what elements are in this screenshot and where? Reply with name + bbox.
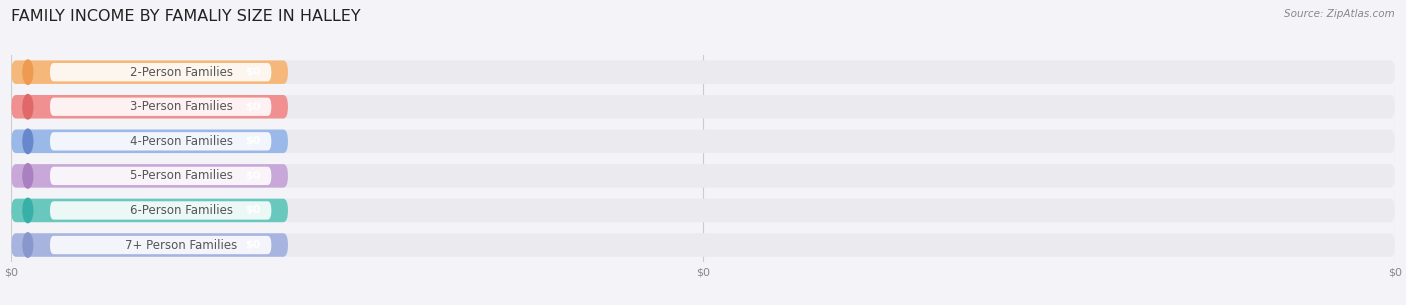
Circle shape: [22, 60, 32, 84]
Circle shape: [22, 198, 32, 223]
FancyBboxPatch shape: [11, 199, 1395, 222]
Text: $0: $0: [246, 136, 262, 146]
FancyBboxPatch shape: [51, 167, 271, 185]
Text: $0: $0: [246, 102, 262, 112]
FancyBboxPatch shape: [51, 98, 271, 116]
FancyBboxPatch shape: [51, 132, 271, 150]
Circle shape: [22, 233, 32, 257]
Text: 4-Person Families: 4-Person Families: [129, 135, 233, 148]
Circle shape: [22, 95, 32, 119]
FancyBboxPatch shape: [11, 199, 288, 222]
FancyBboxPatch shape: [11, 130, 1395, 153]
FancyBboxPatch shape: [11, 164, 1395, 188]
Text: Source: ZipAtlas.com: Source: ZipAtlas.com: [1284, 9, 1395, 19]
Text: 6-Person Families: 6-Person Families: [129, 204, 233, 217]
Text: $0: $0: [246, 206, 262, 215]
FancyBboxPatch shape: [11, 233, 1395, 257]
FancyBboxPatch shape: [11, 164, 288, 188]
Text: 5-Person Families: 5-Person Families: [129, 169, 233, 182]
Text: $0: $0: [246, 67, 262, 77]
FancyBboxPatch shape: [51, 236, 271, 254]
FancyBboxPatch shape: [11, 60, 288, 84]
Text: 3-Person Families: 3-Person Families: [129, 100, 233, 113]
FancyBboxPatch shape: [11, 130, 288, 153]
Text: $0: $0: [246, 171, 262, 181]
Circle shape: [22, 164, 32, 188]
FancyBboxPatch shape: [11, 95, 1395, 119]
FancyBboxPatch shape: [11, 60, 1395, 84]
FancyBboxPatch shape: [11, 233, 288, 257]
FancyBboxPatch shape: [51, 201, 271, 220]
FancyBboxPatch shape: [11, 95, 288, 119]
Text: 7+ Person Families: 7+ Person Families: [125, 239, 238, 252]
Text: 2-Person Families: 2-Person Families: [129, 66, 233, 79]
FancyBboxPatch shape: [51, 63, 271, 81]
Circle shape: [22, 129, 32, 153]
Text: FAMILY INCOME BY FAMALIY SIZE IN HALLEY: FAMILY INCOME BY FAMALIY SIZE IN HALLEY: [11, 9, 361, 24]
Text: $0: $0: [246, 240, 262, 250]
